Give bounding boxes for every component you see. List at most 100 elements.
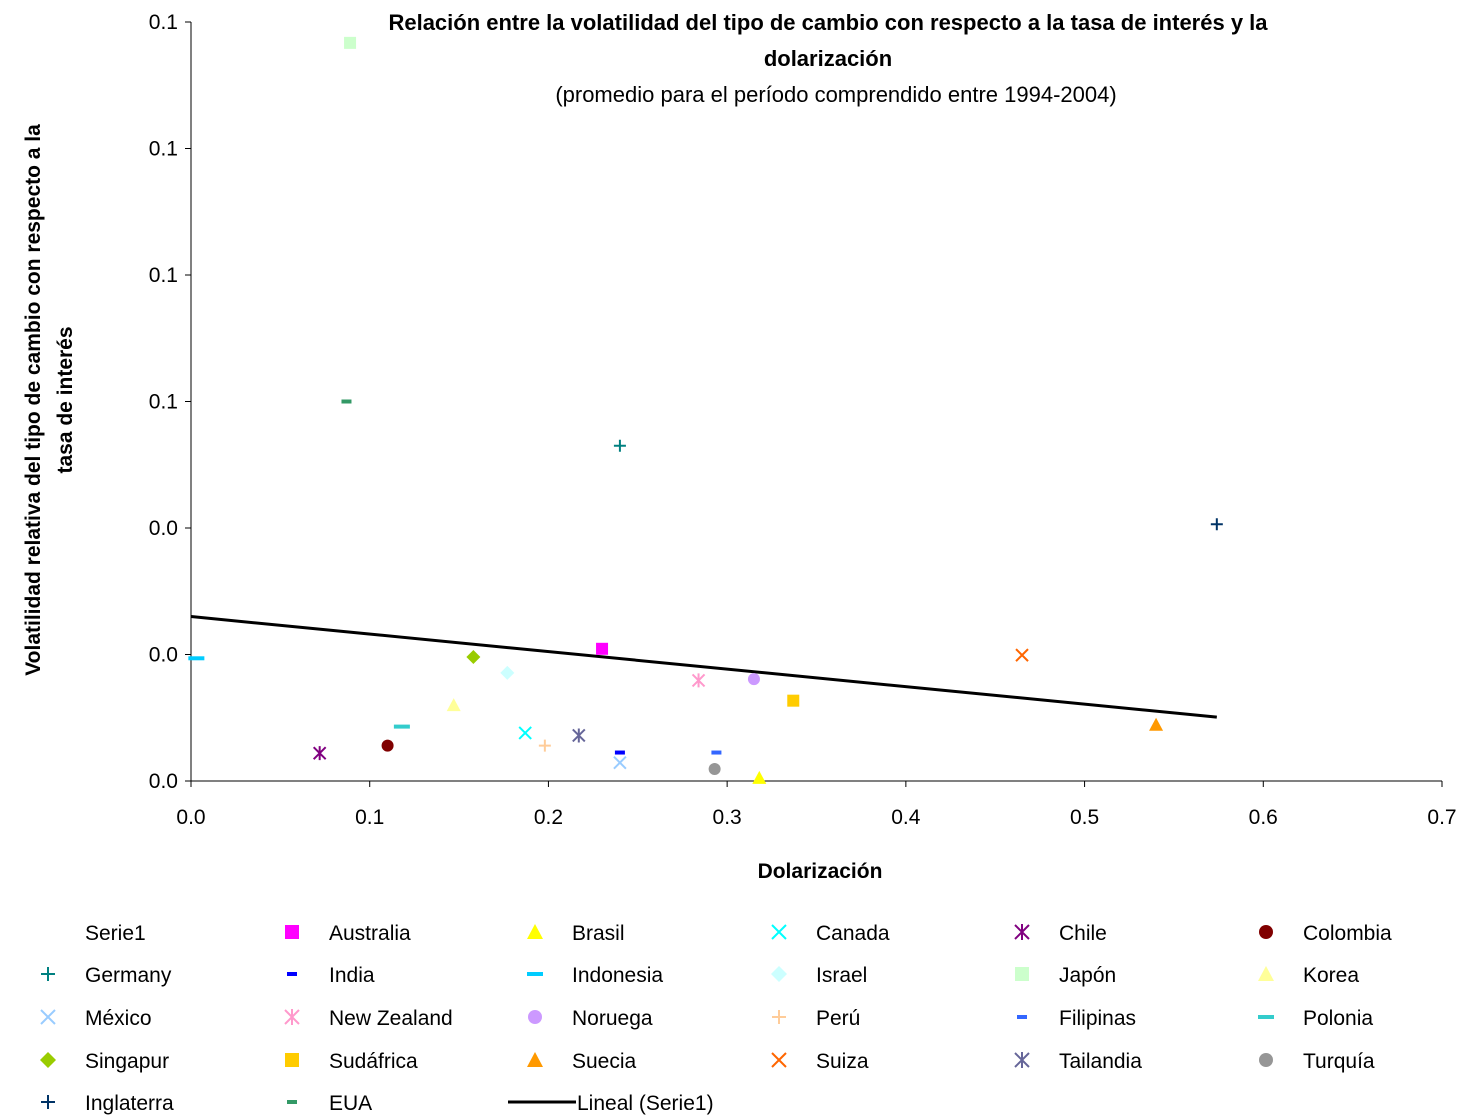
trendline bbox=[190, 615, 1217, 719]
y-axis-title-line1: Volatilidad relativa del tipo de cambio … bbox=[22, 124, 45, 676]
point-4-0 bbox=[312, 746, 327, 761]
legend-item-19: Sudáfrica bbox=[285, 1050, 418, 1073]
x-tick-label-5: 0.5 bbox=[1070, 806, 1099, 829]
legend-label-5: Colombia bbox=[1303, 922, 1392, 945]
point-22-0 bbox=[572, 728, 586, 743]
legend-label-9: Israel bbox=[816, 964, 867, 987]
x-tick-label-0: 0.0 bbox=[176, 806, 205, 829]
point-7-0 bbox=[614, 750, 625, 755]
legend-item-16: Filipinas bbox=[1017, 1007, 1136, 1030]
point-1-0 bbox=[596, 642, 609, 655]
legend-item-0: Serie1 bbox=[85, 922, 146, 945]
point-2-0 bbox=[752, 770, 767, 784]
legend-item-24: Inglaterra bbox=[41, 1092, 174, 1115]
legend-label-11: Korea bbox=[1303, 964, 1359, 987]
x-tick-label-3: 0.3 bbox=[713, 806, 742, 829]
point-16-0 bbox=[711, 750, 722, 755]
legend-label-20: Suecia bbox=[572, 1050, 637, 1073]
point-5-0 bbox=[381, 739, 394, 752]
legend-label-12: México bbox=[85, 1007, 152, 1030]
point-21-0 bbox=[1015, 648, 1029, 662]
y-ticks: 0.0 0.0 0.0 0.1 0.1 0.1 0.1 bbox=[149, 11, 191, 793]
point-6-0 bbox=[613, 439, 626, 452]
legend-label-2: Brasil bbox=[572, 922, 625, 945]
point-17-0 bbox=[393, 724, 410, 729]
legend-label-3: Canada bbox=[816, 922, 890, 945]
y-tick-label-6: 0.1 bbox=[149, 11, 178, 34]
legend-item-3: Canada bbox=[771, 922, 890, 945]
legend-item-10: Japón bbox=[1015, 964, 1116, 987]
legend-label-1: Australia bbox=[329, 922, 411, 945]
trendline-line bbox=[190, 615, 1217, 719]
legend-label-22: Tailandia bbox=[1059, 1050, 1142, 1073]
legend-label-13: New Zealand bbox=[329, 1007, 453, 1030]
chart-subtitle: (promedio para el período comprendido en… bbox=[555, 82, 1116, 107]
x-ticks: 0.0 0.1 0.2 0.3 0.4 0.5 0.6 0.7 bbox=[176, 781, 1457, 829]
legend-item-22: Tailandia bbox=[1014, 1050, 1142, 1073]
legend-item-1: Australia bbox=[285, 922, 411, 945]
x-tick-label-1: 0.1 bbox=[355, 806, 384, 829]
legend-item-11: Korea bbox=[1258, 964, 1359, 987]
legend-item-8: Indonesia bbox=[527, 964, 663, 987]
point-11-0 bbox=[446, 698, 461, 712]
chart-title-line2: dolarización bbox=[764, 46, 892, 71]
legend-label-7: India bbox=[329, 964, 375, 987]
point-19-0 bbox=[787, 694, 800, 707]
y-tick-label-4: 0.1 bbox=[149, 264, 178, 287]
legend-label-17: Polonia bbox=[1303, 1007, 1373, 1030]
legend-item-7: India bbox=[287, 964, 375, 987]
point-24-0 bbox=[1210, 518, 1223, 531]
point-14-0 bbox=[747, 673, 760, 686]
y-tick-label-3: 0.1 bbox=[149, 391, 178, 414]
x-axis-title: Dolarización bbox=[758, 860, 883, 883]
y-tick-label-2: 0.0 bbox=[149, 517, 178, 540]
x-tick-label-2: 0.2 bbox=[534, 806, 563, 829]
point-9-0 bbox=[500, 665, 515, 680]
legend-item-26: Lineal (Serie1) bbox=[508, 1092, 714, 1115]
legend-label-10: Japón bbox=[1059, 964, 1116, 987]
legend-label-15: Perú bbox=[816, 1007, 860, 1030]
y-tick-label-1: 0.0 bbox=[149, 644, 178, 667]
legend-label-18: Singapur bbox=[85, 1050, 169, 1073]
point-12-0 bbox=[613, 755, 627, 770]
x-tick-label-7: 0.7 bbox=[1427, 806, 1456, 829]
legend-label-26: Lineal (Serie1) bbox=[577, 1092, 714, 1115]
legend-label-14: Noruega bbox=[572, 1007, 653, 1030]
legend-label-25: EUA bbox=[329, 1092, 372, 1115]
point-18-0 bbox=[466, 650, 481, 665]
legend-label-8: Indonesia bbox=[572, 964, 663, 987]
legend-label-24: Inglaterra bbox=[85, 1092, 174, 1115]
legend-item-14: Noruega bbox=[528, 1007, 653, 1030]
point-15-0 bbox=[538, 739, 551, 752]
legend-item-15: Perú bbox=[772, 1007, 860, 1030]
legend-label-19: Sudáfrica bbox=[329, 1050, 418, 1073]
x-tick-label-6: 0.6 bbox=[1249, 806, 1278, 829]
legend-label-4: Chile bbox=[1059, 922, 1107, 945]
legend-item-9: Israel bbox=[771, 964, 867, 987]
legend-label-0: Serie1 bbox=[85, 922, 146, 945]
legend-item-23: Turquía bbox=[1259, 1050, 1375, 1073]
legend-item-21: Suiza bbox=[771, 1050, 869, 1073]
point-8-0 bbox=[188, 656, 205, 661]
legend-label-16: Filipinas bbox=[1059, 1007, 1136, 1030]
point-3-0 bbox=[518, 726, 532, 740]
legend-label-23: Turquía bbox=[1303, 1050, 1375, 1073]
legend-item-20: Suecia bbox=[527, 1050, 637, 1073]
point-13-0 bbox=[691, 673, 706, 688]
y-axis-title-line2: tasa de interés bbox=[54, 326, 77, 473]
plot-area: 0.0 0.0 0.0 0.1 0.1 0.1 0.1 0.0 0.1 0.2 0.3 0.4 0.5… bbox=[149, 11, 1457, 829]
point-20-0 bbox=[1149, 717, 1164, 731]
legend-item-13: New Zealand bbox=[284, 1007, 453, 1030]
legend-label-6: Germany bbox=[85, 964, 172, 987]
point-23-0 bbox=[708, 762, 721, 775]
legend-item-6: Germany bbox=[41, 964, 172, 987]
legend-item-4: Chile bbox=[1014, 922, 1107, 945]
point-25-0 bbox=[341, 399, 352, 404]
x-tick-label-4: 0.4 bbox=[891, 806, 921, 829]
y-tick-label-0: 0.0 bbox=[149, 770, 178, 793]
legend-item-5: Colombia bbox=[1259, 922, 1392, 945]
legend: Serie1 Australia Brasil Canada Chile Colombia… bbox=[40, 922, 1392, 1115]
legend-item-25: EUA bbox=[287, 1092, 372, 1115]
legend-item-12: México bbox=[40, 1007, 152, 1030]
